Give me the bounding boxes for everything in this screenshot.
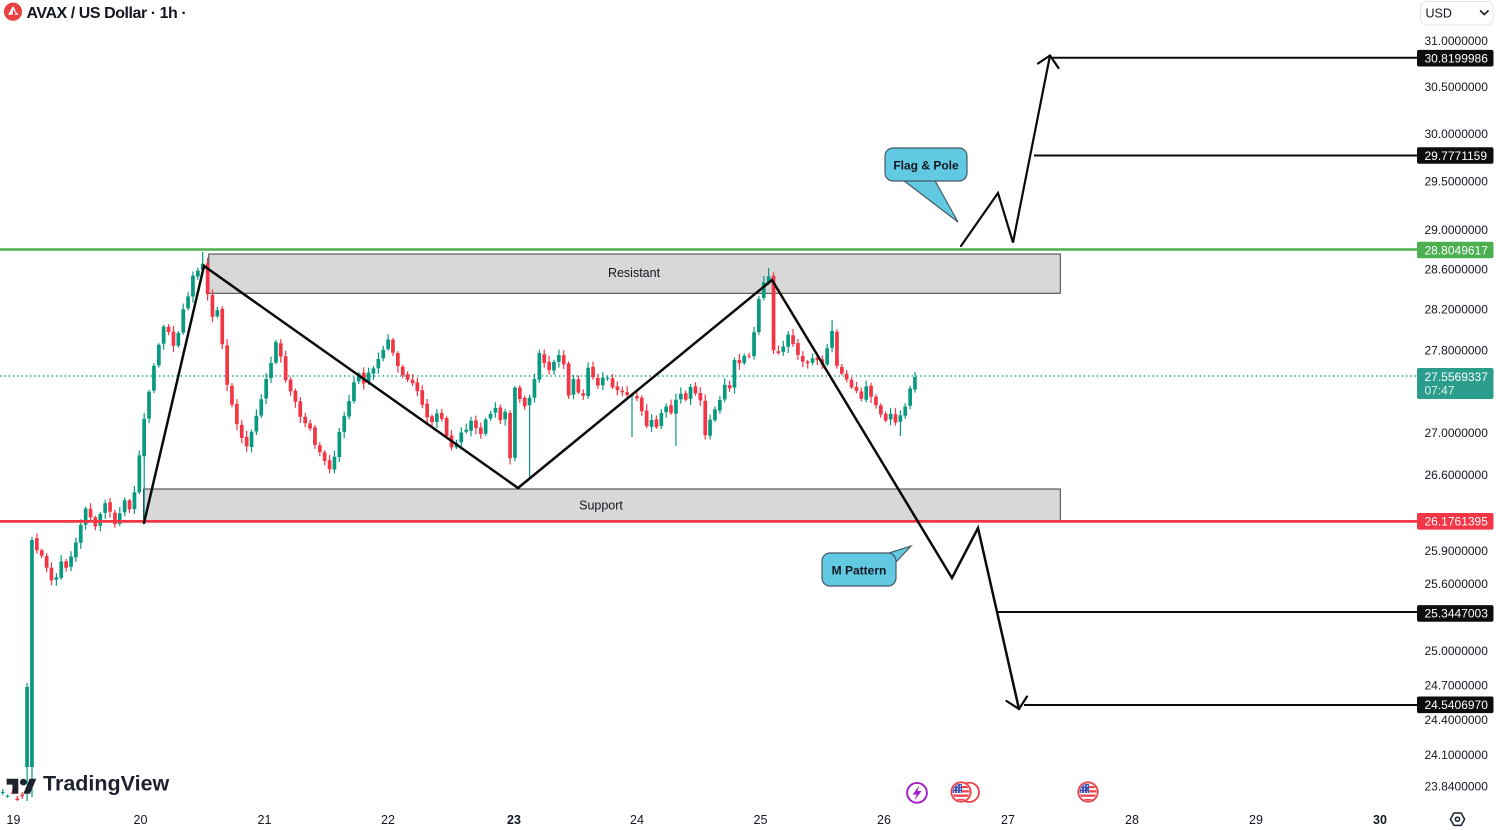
svg-text:24: 24 (630, 813, 644, 827)
svg-text:25: 25 (754, 813, 768, 827)
svg-text:25.3447003: 25.3447003 (1425, 607, 1489, 621)
svg-text:25.0000000: 25.0000000 (1425, 644, 1489, 658)
svg-text:29: 29 (1249, 813, 1263, 827)
svg-text:30.5000000: 30.5000000 (1425, 80, 1489, 94)
svg-text:20: 20 (134, 813, 148, 827)
svg-text:28.6000000: 28.6000000 (1425, 263, 1489, 277)
svg-text:26: 26 (877, 813, 891, 827)
svg-text:27.8000000: 27.8000000 (1425, 343, 1489, 357)
svg-text:25.6000000: 25.6000000 (1425, 577, 1489, 591)
svg-text:27: 27 (1001, 813, 1015, 827)
svg-text:USD: USD (1426, 6, 1452, 20)
svg-text:Support: Support (579, 499, 623, 513)
svg-text:26.1761395: 26.1761395 (1425, 515, 1489, 529)
svg-text:23: 23 (507, 813, 521, 827)
svg-text:28.8049617: 28.8049617 (1425, 243, 1489, 257)
svg-text:24.5406970: 24.5406970 (1425, 698, 1489, 712)
svg-text:22: 22 (381, 813, 395, 827)
svg-text:21: 21 (258, 813, 272, 827)
svg-text:24.7000000: 24.7000000 (1425, 678, 1489, 692)
svg-text:27.5569337: 27.5569337 (1425, 370, 1489, 384)
svg-text:23.8400000: 23.8400000 (1425, 779, 1489, 793)
svg-text:Flag & Pole: Flag & Pole (893, 158, 959, 172)
svg-text:28: 28 (1125, 813, 1139, 827)
svg-text:TradingView: TradingView (43, 772, 170, 796)
svg-text:27.0000000: 27.0000000 (1425, 426, 1489, 440)
svg-text:24.1000000: 24.1000000 (1425, 748, 1489, 762)
svg-text:29.0000000: 29.0000000 (1425, 223, 1489, 237)
svg-text:26.6000000: 26.6000000 (1425, 468, 1489, 482)
svg-text:19: 19 (7, 813, 21, 827)
svg-text:24.4000000: 24.4000000 (1425, 713, 1489, 727)
svg-text:25.9000000: 25.9000000 (1425, 544, 1489, 558)
svg-text:AVAX / US Dollar · 1h ·: AVAX / US Dollar · 1h · (27, 5, 187, 22)
svg-text:30.0000000: 30.0000000 (1425, 127, 1489, 141)
svg-text:29.7771159: 29.7771159 (1425, 149, 1488, 163)
svg-text:29.5000000: 29.5000000 (1425, 175, 1489, 189)
svg-text:28.2000000: 28.2000000 (1425, 303, 1489, 317)
svg-text:30: 30 (1373, 813, 1387, 827)
svg-text:30.8199986: 30.8199986 (1425, 52, 1489, 66)
svg-text:Resistant: Resistant (608, 266, 661, 280)
svg-text:31.0000000: 31.0000000 (1425, 34, 1489, 48)
svg-text:07:47: 07:47 (1425, 384, 1455, 398)
svg-text:M Pattern: M Pattern (832, 563, 887, 577)
